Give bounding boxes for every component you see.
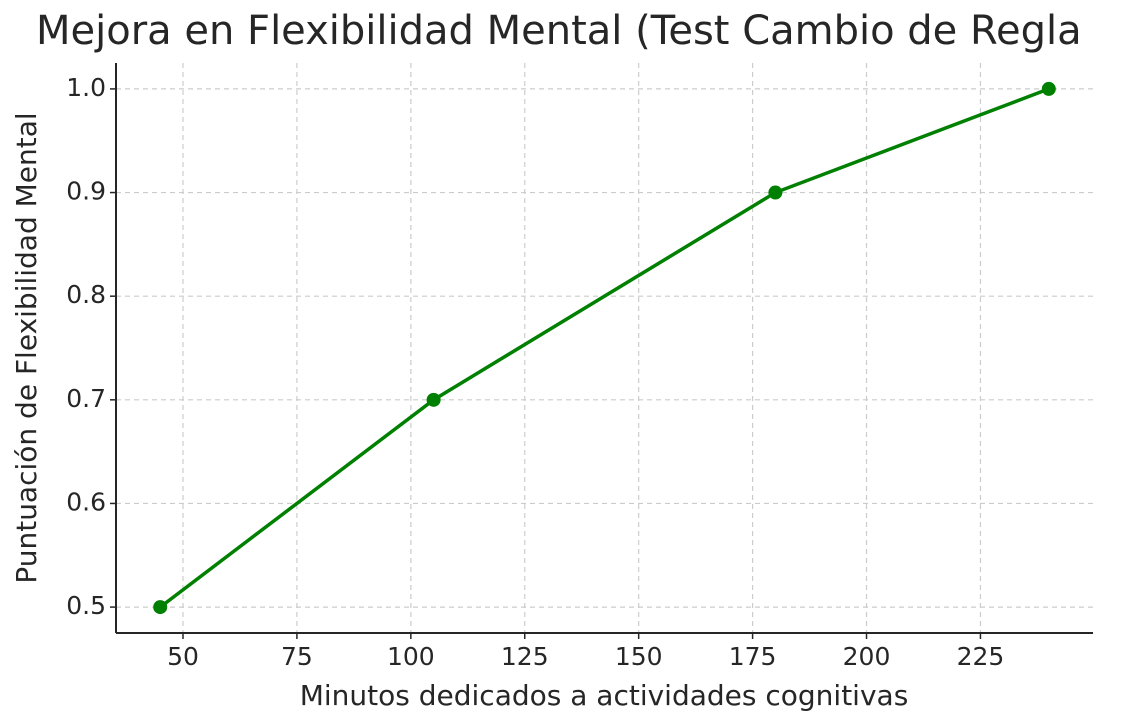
- data-line: [159, 87, 1050, 609]
- data-point: [1041, 81, 1056, 96]
- x-tick-label: 100: [387, 642, 435, 671]
- x-tick-label: 125: [501, 642, 549, 671]
- y-tick-label: 1.0: [66, 73, 106, 102]
- data-point: [153, 600, 168, 615]
- x-tick-label: 225: [957, 642, 1005, 671]
- y-tick-label: 0.5: [66, 591, 106, 620]
- y-tick-label: 0.8: [66, 280, 106, 309]
- x-tick-label: 175: [729, 642, 777, 671]
- x-tick-label: 75: [281, 642, 313, 671]
- chart-title: Mejora en Flexibilidad Mental (Test Camb…: [36, 8, 1082, 54]
- x-tick-label: 200: [843, 642, 891, 671]
- y-axis-label: Puntuación de Flexibilidad Mental: [10, 112, 43, 583]
- y-tick-label: 0.7: [66, 384, 106, 413]
- data-point: [768, 185, 783, 200]
- y-tick-label: 0.6: [66, 487, 106, 516]
- x-tick-label: 50: [167, 642, 199, 671]
- data-point: [426, 392, 441, 407]
- y-tick-label: 0.9: [66, 177, 106, 206]
- x-tick-label: 150: [615, 642, 663, 671]
- x-axis-label: Minutos dedicados a actividades cognitiv…: [300, 679, 909, 712]
